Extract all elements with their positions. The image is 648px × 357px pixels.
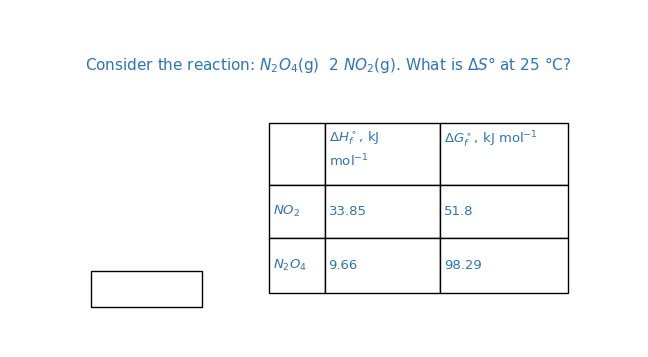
Bar	[270, 185, 325, 238]
Bar	[439, 185, 568, 238]
Text: $NO_2$: $NO_2$	[273, 204, 301, 219]
Bar	[325, 185, 439, 238]
Text: mol$^{-1}$: mol$^{-1}$	[329, 153, 368, 170]
Bar	[270, 122, 325, 185]
Bar	[325, 122, 439, 185]
Text: 51.8: 51.8	[444, 205, 473, 218]
Bar	[439, 238, 568, 293]
Bar	[439, 122, 568, 185]
Text: $\Delta H_f^\circ$, kJ: $\Delta H_f^\circ$, kJ	[329, 130, 379, 147]
Bar	[270, 238, 325, 293]
Text: $\Delta G_f^\circ$, kJ mol$^{-1}$: $\Delta G_f^\circ$, kJ mol$^{-1}$	[444, 130, 537, 150]
Text: 98.29: 98.29	[444, 259, 481, 272]
Text: Consider the reaction: $N_2O_4$(g)  2 $NO_2$(g). What is $\Delta S°$ at 25 °C?: Consider the reaction: $N_2O_4$(g) 2 $NO…	[85, 55, 572, 75]
Text: 33.85: 33.85	[329, 205, 367, 218]
Text: 9.66: 9.66	[329, 259, 358, 272]
Text: $N_2O_4$: $N_2O_4$	[273, 258, 307, 273]
Bar	[91, 271, 202, 307]
Bar	[325, 238, 439, 293]
